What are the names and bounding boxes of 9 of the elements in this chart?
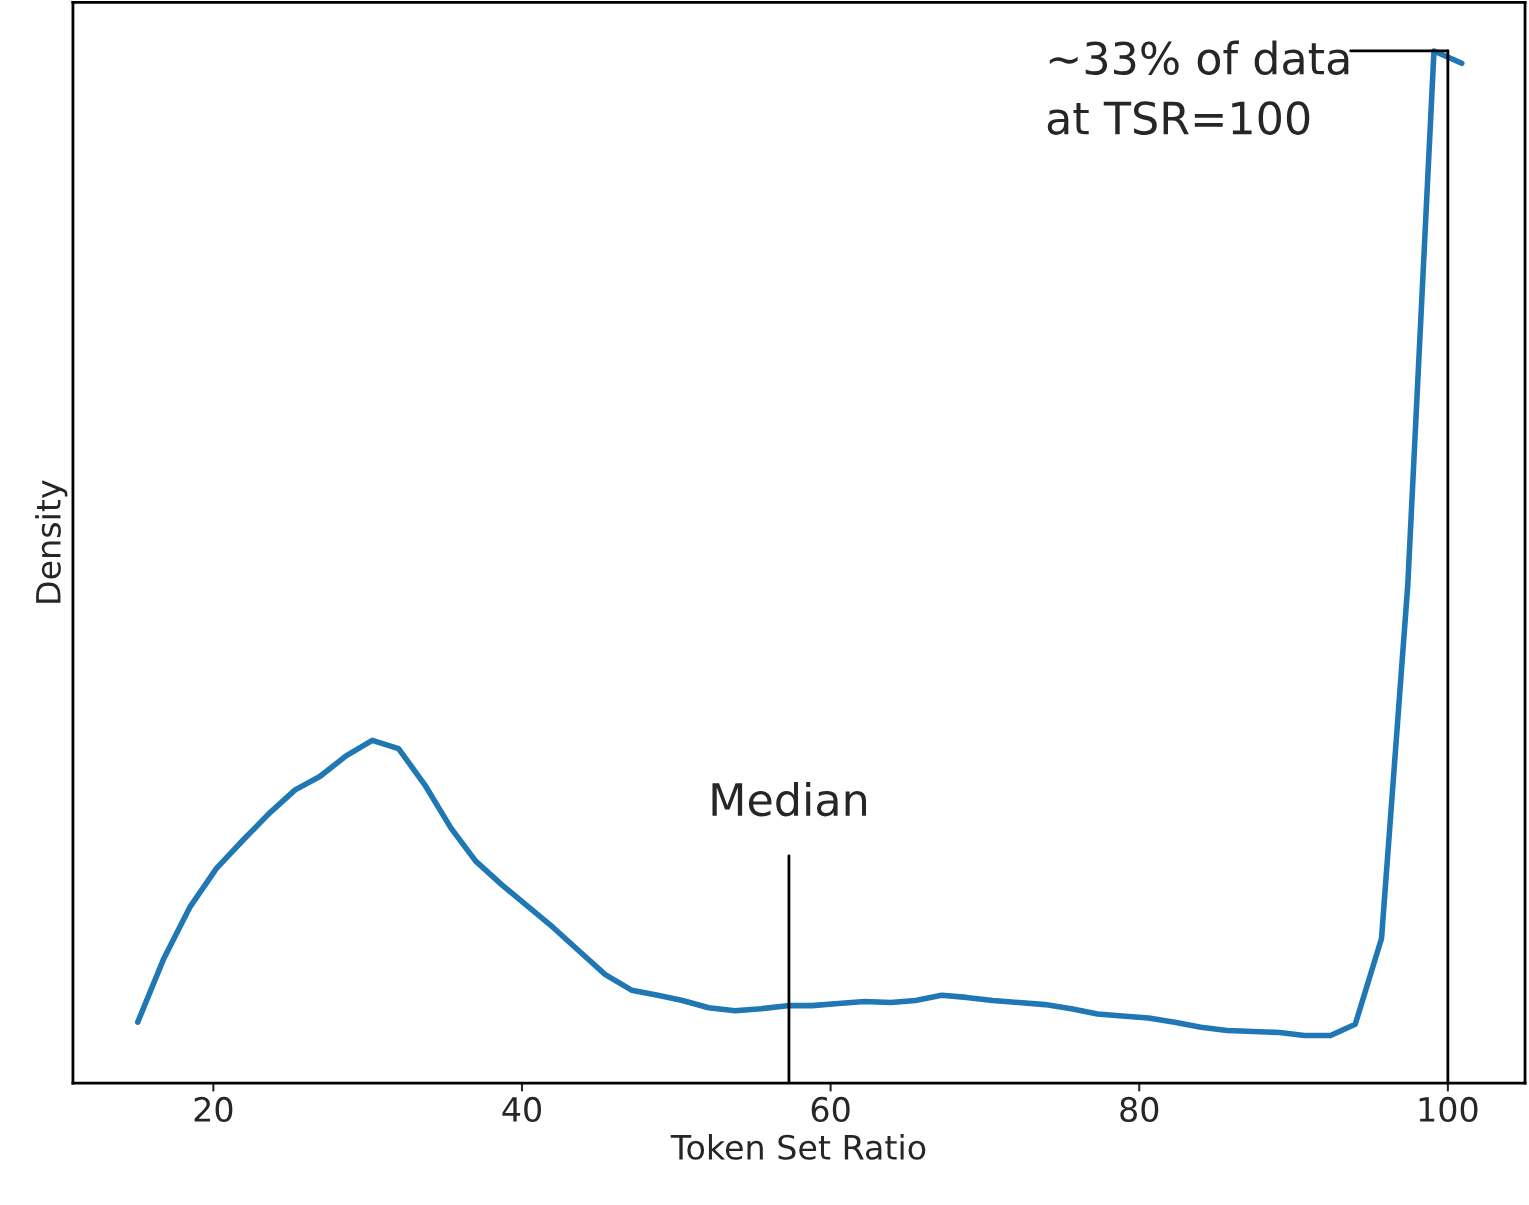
y-axis-title: Density xyxy=(35,480,68,603)
x-tick-label: 60 xyxy=(811,1096,850,1123)
x-tick-label: 20 xyxy=(194,1096,233,1123)
ref-line-label: Median xyxy=(712,782,866,817)
x-tick-label: 40 xyxy=(502,1096,541,1123)
x-axis-title: Token Set Ratio xyxy=(670,1134,926,1160)
x-tick-label: 100 xyxy=(1419,1096,1478,1123)
ref-line-label: ~33% of data at TSR=100 xyxy=(1047,40,1349,135)
x-tick-label: 80 xyxy=(1120,1096,1159,1123)
